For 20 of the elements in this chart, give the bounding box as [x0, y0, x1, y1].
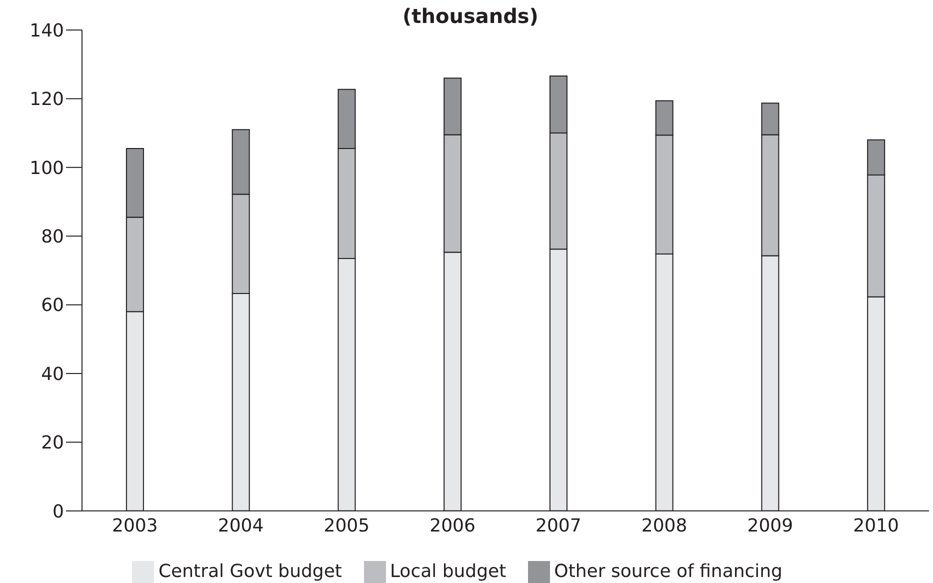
x-tick-label: 2007: [536, 516, 582, 537]
chart-title: (thousands): [402, 4, 538, 28]
x-tick-label: 2005: [324, 516, 370, 537]
y-tick-label: 20: [41, 432, 64, 454]
legend-label: Other source of financing: [554, 560, 782, 582]
x-tick-label: 2004: [218, 516, 264, 537]
y-tick-label: 40: [41, 364, 64, 385]
y-tick-label: 80: [41, 226, 64, 248]
x-tick-label: 2003: [112, 516, 158, 537]
y-tick-label: 60: [41, 295, 64, 316]
legend-label: Local budget: [390, 560, 506, 582]
y-tick-label: 120: [30, 89, 64, 110]
y-tick-label: 100: [30, 158, 64, 179]
x-tick-label: 2008: [641, 516, 688, 537]
x-tick-label: 2010: [853, 516, 899, 537]
x-tick-label: 2009: [747, 516, 794, 537]
y-tick-label: 140: [30, 20, 64, 42]
y-tick-label: 0: [52, 501, 64, 522]
x-tick-label: 2006: [430, 516, 476, 537]
legend-label: Central Govt budget: [158, 560, 342, 582]
